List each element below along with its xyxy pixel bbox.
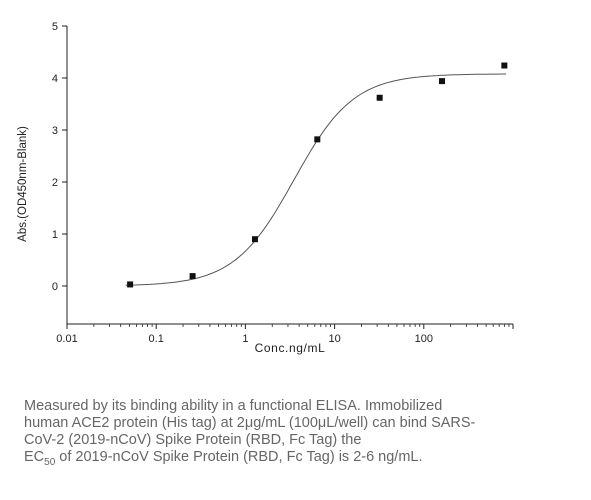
y-tick-label: 2 <box>52 177 58 189</box>
fit-curve <box>125 73 507 286</box>
elisa-binding-chart: 0 1 2 3 4 5 0.01 0.1 1 10 100 Conc.ng/mL Abs.(OD4… <box>17 21 514 355</box>
y-tick-label: 1 <box>52 229 58 241</box>
y-tick-label: 3 <box>52 125 58 137</box>
data-point-marker <box>127 281 134 288</box>
plot-frame <box>66 26 513 325</box>
data-point-marker <box>501 62 508 69</box>
y-tick-label: 0 <box>52 281 58 293</box>
data-point-marker <box>439 78 446 85</box>
x-tick-label: 0.01 <box>56 333 77 345</box>
x-tick-label: 1 <box>242 333 248 345</box>
figure-caption: Measured by its binding ability in a fun… <box>24 398 584 471</box>
x-axis-ticks: 0.01 0.1 1 10 100 <box>56 324 514 345</box>
ec-subscript: 50 <box>44 456 56 468</box>
caption-line-ec50: EC50 of 2019-nCoV Spike Protein (RBD, Fc… <box>24 449 584 471</box>
y-axis-label: Abs.(OD450nm-Blank) <box>17 126 29 242</box>
y-axis-ticks: 0 1 2 3 4 5 <box>52 21 67 293</box>
caption-line: CoV-2 (2019-nCoV) Spike Protein (RBD, Fc… <box>24 432 362 448</box>
data-points <box>127 62 508 288</box>
ec-text: EC <box>24 449 45 465</box>
y-tick-label: 5 <box>52 21 58 33</box>
data-point-marker <box>189 273 196 280</box>
data-point-marker <box>314 136 321 143</box>
x-axis-label: Conc.ng/mL <box>255 341 326 355</box>
x-tick-label: 100 <box>415 333 433 345</box>
ec-suffix: of 2019-nCoV Spike Protein (RBD, Fc Tag)… <box>55 449 423 465</box>
x-tick-label: 10 <box>328 333 340 345</box>
data-point-marker <box>251 236 258 243</box>
y-tick-label: 4 <box>52 73 58 85</box>
x-tick-label: 0.1 <box>149 333 164 345</box>
caption-line: Measured by its binding ability in a fun… <box>24 398 443 414</box>
data-point-marker <box>376 94 383 101</box>
caption-line: human ACE2 protein (His tag) at 2μg/mL (… <box>24 415 476 431</box>
